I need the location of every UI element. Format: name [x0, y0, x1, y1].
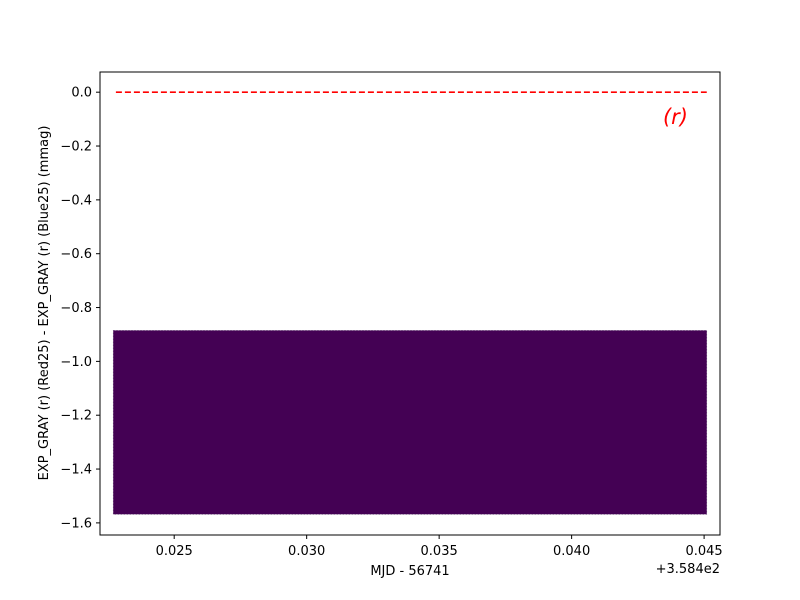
x-tick-label: 0.040 — [553, 544, 590, 559]
y-tick-label: −0.2 — [60, 140, 92, 155]
x-axis-label: MJD - 56741 — [370, 564, 449, 579]
y-tick-label: −1.2 — [60, 409, 92, 424]
x-tick-label: 0.025 — [156, 544, 193, 559]
axes-frame — [99, 71, 721, 536]
y-axis-label: EXP_GRAY (r) (Red25) - EXP_GRAY (r) (Blu… — [37, 126, 52, 481]
y-tick-label: −0.8 — [60, 301, 92, 316]
x-offset-label: +3.584e2 — [656, 562, 720, 577]
x-tick-label: 0.030 — [288, 544, 325, 559]
y-tick-label: −0.6 — [60, 247, 92, 262]
x-axis: 0.025 0.030 0.035 0.040 0.045 — [156, 535, 723, 559]
y-tick-label: 0.0 — [71, 86, 92, 101]
density-region — [112, 330, 708, 515]
y-tick-label: −1.4 — [60, 463, 92, 478]
y-tick-label: −1.0 — [60, 355, 92, 370]
y-tick-label: −0.4 — [60, 193, 92, 208]
annotation-r: (r) — [663, 105, 688, 129]
x-tick-label: 0.045 — [685, 544, 722, 559]
x-tick-label: 0.035 — [421, 544, 458, 559]
y-tick-label: −1.6 — [60, 516, 92, 531]
plot-area — [112, 91, 708, 515]
y-axis: 0.0 −0.2 −0.4 −0.6 −0.8 −1.0 −1.2 −1.4 −1.6 — [60, 86, 100, 531]
